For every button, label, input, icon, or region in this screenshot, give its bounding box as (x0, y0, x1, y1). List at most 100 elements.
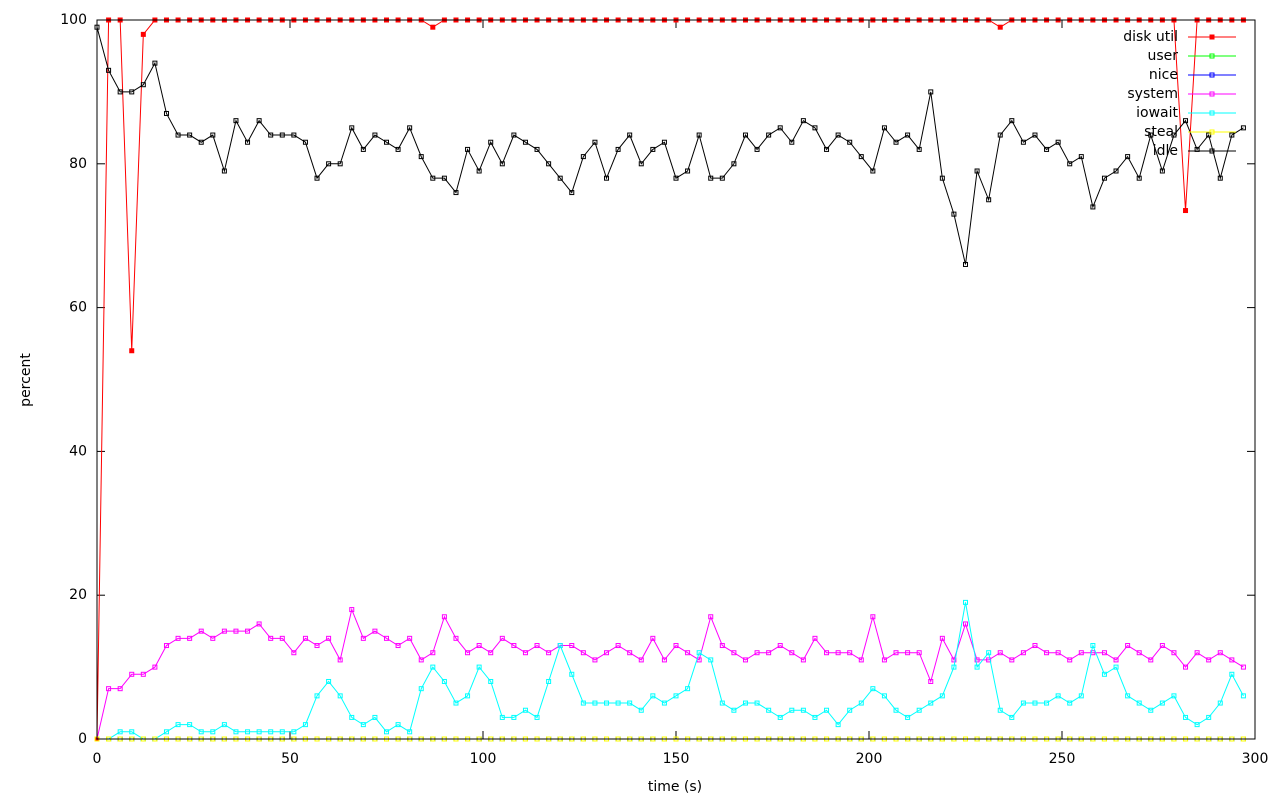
data-point (349, 714, 355, 720)
data-point (268, 729, 274, 735)
data-point (939, 693, 945, 699)
data-point (592, 657, 598, 663)
data-point (1240, 125, 1246, 131)
data-point (198, 628, 204, 634)
data-point (1113, 168, 1119, 174)
data-point (754, 700, 760, 706)
data-point (453, 700, 459, 706)
legend-label: iowait (1136, 105, 1178, 121)
data-point (789, 139, 795, 145)
legend-label: nice (1149, 67, 1178, 83)
legend-label: idle (1153, 143, 1178, 159)
data-point (1113, 664, 1119, 670)
data-point (418, 154, 424, 160)
data-point (569, 671, 575, 677)
data-point (245, 139, 251, 145)
data-point (360, 146, 366, 152)
data-point (1009, 714, 1015, 720)
data-point (974, 168, 980, 174)
data-point (1171, 650, 1177, 656)
data-point (974, 664, 980, 670)
data-point (615, 146, 621, 152)
data-point (1101, 175, 1107, 181)
data-point (245, 628, 251, 634)
data-point (106, 686, 112, 692)
data-point (499, 635, 505, 641)
data-point (742, 132, 748, 138)
data-point (1159, 643, 1165, 649)
x-tick-label: 0 (93, 751, 102, 767)
data-point (511, 132, 517, 138)
data-point (569, 643, 575, 649)
data-point (1183, 664, 1189, 670)
data-point (302, 635, 308, 641)
data-point (1044, 146, 1050, 152)
data-point (650, 146, 656, 152)
data-point (488, 650, 494, 656)
data-point (1055, 139, 1061, 145)
data-point (1229, 657, 1235, 663)
data-point (152, 60, 158, 66)
data-point (1217, 175, 1223, 181)
series-line (96, 607, 1244, 740)
data-point (140, 671, 146, 677)
data-point (441, 614, 447, 620)
data-point (580, 700, 586, 706)
data-point (858, 700, 864, 706)
data-point (129, 89, 135, 95)
data-point (511, 714, 517, 720)
data-point (905, 650, 911, 656)
data-point (233, 729, 239, 735)
data-point (198, 729, 204, 735)
data-point (291, 729, 297, 735)
data-point (522, 707, 528, 713)
data-point (268, 132, 274, 138)
data-point (650, 693, 656, 699)
data-point (557, 643, 563, 649)
data-point (441, 678, 447, 684)
x-tick-label: 200 (856, 751, 883, 767)
data-point (291, 132, 297, 138)
data-point (1020, 700, 1026, 706)
data-point (360, 722, 366, 728)
data-point (291, 650, 297, 656)
data-point (187, 722, 193, 728)
legend-label: system (1127, 86, 1178, 102)
data-point (731, 650, 737, 656)
data-point (719, 700, 725, 706)
data-point (592, 700, 598, 706)
data-point (592, 139, 598, 145)
data-point (1067, 657, 1073, 663)
data-point (847, 707, 853, 713)
data-point (858, 657, 864, 663)
data-point (1090, 643, 1096, 649)
data-point (870, 686, 876, 692)
data-point (279, 635, 285, 641)
data-point (1148, 657, 1154, 663)
data-point (546, 161, 552, 167)
legend-marker (1209, 72, 1215, 78)
data-point (221, 628, 227, 634)
data-point (465, 650, 471, 656)
data-point (800, 118, 806, 124)
data-point (719, 643, 725, 649)
y-tick-label: 60 (69, 300, 87, 316)
y-tick-label: 100 (60, 12, 87, 28)
data-point (384, 139, 389, 145)
plot-border (96, 19, 1256, 740)
data-point (742, 657, 748, 663)
data-point (1159, 168, 1165, 174)
data-point (881, 693, 887, 699)
data-point (963, 261, 968, 267)
data-point (708, 657, 714, 663)
data-point (314, 175, 320, 181)
data-point (870, 168, 876, 174)
data-point (986, 657, 992, 663)
data-point (384, 729, 389, 735)
y-axis-label: percent (18, 353, 34, 407)
data-point (117, 729, 123, 735)
data-point (175, 722, 181, 728)
data-point (129, 671, 135, 677)
data-point (349, 125, 355, 131)
data-point (453, 190, 459, 196)
